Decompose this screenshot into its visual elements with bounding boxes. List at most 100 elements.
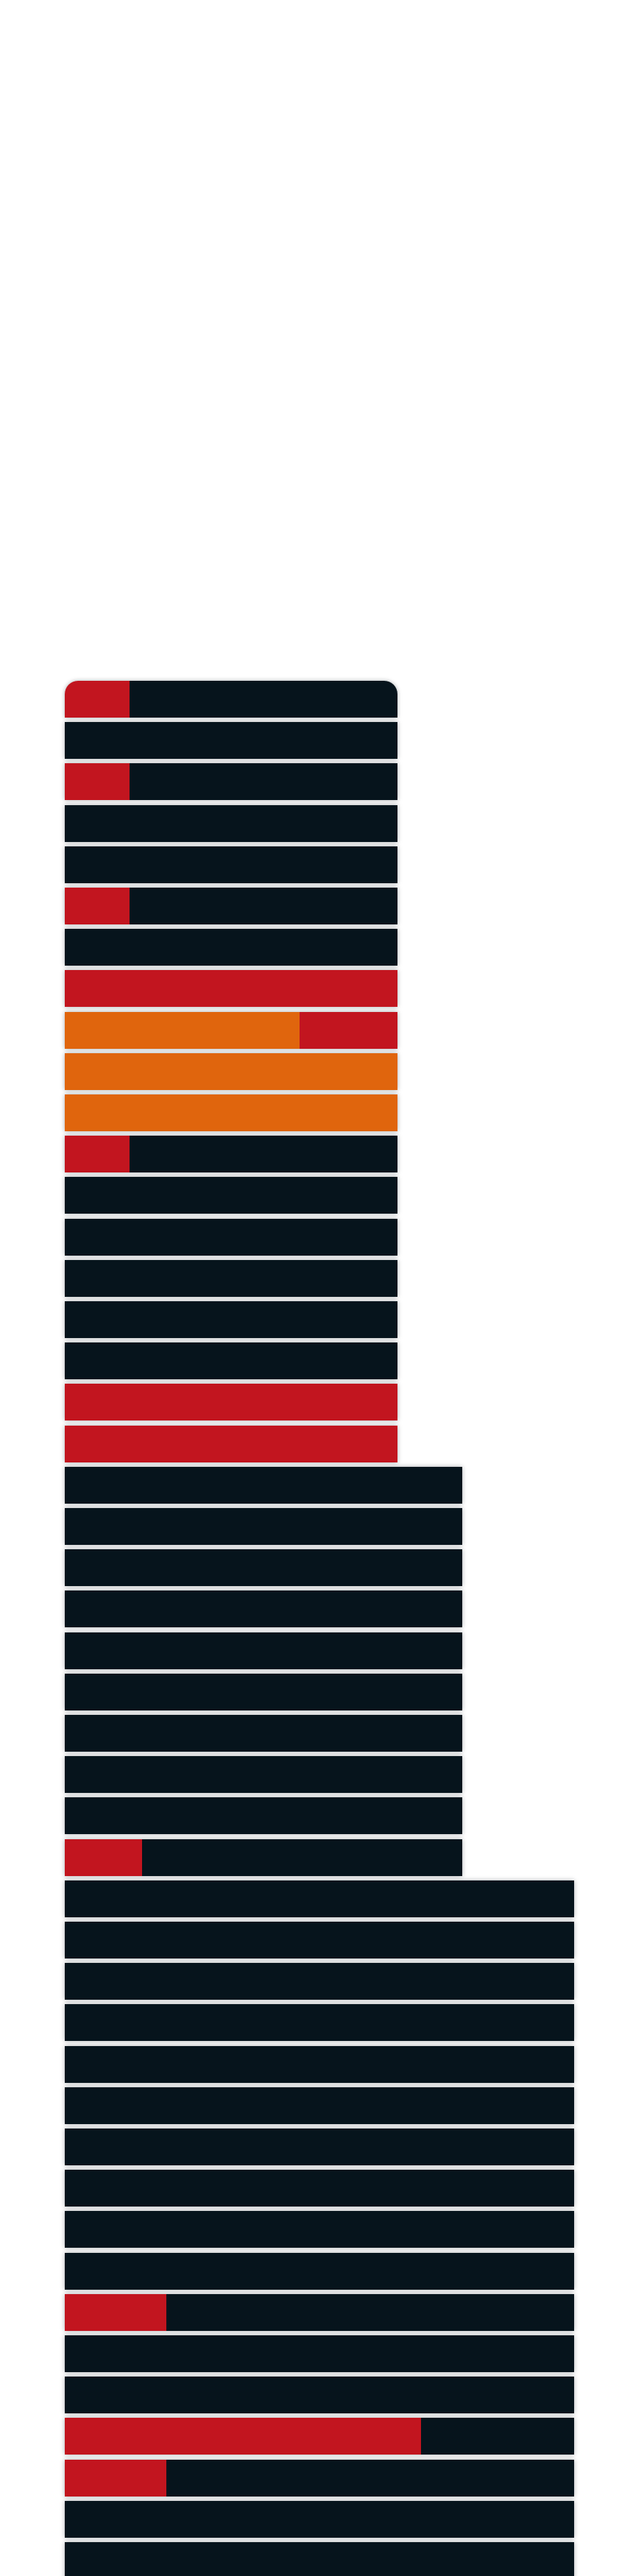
row-segment-dark bbox=[130, 888, 397, 924]
tower-row bbox=[65, 1426, 397, 1462]
row-segment-red bbox=[65, 888, 130, 924]
row-segment-dark bbox=[65, 1342, 397, 1379]
tower-row bbox=[65, 970, 397, 1007]
tower-row bbox=[65, 1922, 574, 1958]
tower-row bbox=[65, 1053, 397, 1090]
row-segment-red bbox=[65, 1136, 130, 1172]
tower-row bbox=[65, 2211, 574, 2248]
row-segment-dark bbox=[166, 2460, 574, 2497]
row-segment-dark bbox=[65, 1632, 462, 1669]
row-segment-dark bbox=[65, 2542, 574, 2576]
row-segment-dark bbox=[65, 2046, 574, 2083]
tower-row bbox=[65, 1632, 462, 1669]
tower-row bbox=[65, 1590, 462, 1627]
row-segment-dark bbox=[65, 1177, 397, 1214]
row-segment-dark bbox=[65, 2211, 574, 2248]
tower-row bbox=[65, 1219, 397, 1256]
row-segment-red bbox=[65, 2418, 422, 2455]
row-segment-red bbox=[65, 681, 130, 718]
row-segment-dark bbox=[65, 1508, 462, 1545]
row-segment-red bbox=[299, 1012, 397, 1049]
tower-row bbox=[65, 2129, 574, 2165]
row-segment-dark bbox=[65, 1549, 462, 1586]
tower-row bbox=[65, 888, 397, 924]
tower-row bbox=[65, 2335, 574, 2372]
row-segment-red bbox=[65, 1384, 397, 1420]
row-segment-dark bbox=[65, 1756, 462, 1793]
tower-row bbox=[65, 1342, 397, 1379]
tower-row bbox=[65, 1467, 462, 1504]
row-segment-dark bbox=[65, 2501, 574, 2538]
row-segment-dark bbox=[65, 1467, 462, 1504]
row-segment-red bbox=[65, 1839, 143, 1876]
tower-row bbox=[65, 846, 397, 883]
row-segment-orange bbox=[65, 1012, 300, 1049]
tower-row bbox=[65, 2501, 574, 2538]
tower-row bbox=[65, 1260, 397, 1297]
tower-row bbox=[65, 1756, 462, 1793]
row-segment-red bbox=[65, 2294, 167, 2331]
row-segment-orange bbox=[65, 1053, 397, 1090]
row-segment-dark bbox=[65, 805, 397, 842]
tower-row bbox=[65, 2004, 574, 2041]
row-segment-dark bbox=[65, 2087, 574, 2124]
tower-row bbox=[65, 2046, 574, 2083]
tower-row bbox=[65, 2170, 574, 2207]
row-segment-dark bbox=[65, 2377, 574, 2413]
row-segment-dark bbox=[65, 1880, 574, 1917]
row-segment-dark bbox=[65, 1797, 462, 1834]
row-segment-orange bbox=[65, 1094, 397, 1131]
row-segment-dark bbox=[65, 929, 397, 966]
tower-row bbox=[65, 929, 397, 966]
row-segment-dark bbox=[65, 1301, 397, 1338]
row-segment-red bbox=[65, 1426, 397, 1462]
row-segment-dark bbox=[130, 1136, 397, 1172]
tower-row bbox=[65, 1301, 397, 1338]
tower-row bbox=[65, 1797, 462, 1834]
row-segment-dark bbox=[142, 1839, 462, 1876]
row-segment-dark bbox=[65, 1219, 397, 1256]
row-segment-dark bbox=[65, 1674, 462, 1710]
tower-row bbox=[65, 2542, 574, 2576]
row-segment-dark bbox=[65, 846, 397, 883]
tower-row bbox=[65, 2418, 574, 2455]
tower-row bbox=[65, 1549, 462, 1586]
tower-row bbox=[65, 2377, 574, 2413]
row-segment-dark bbox=[130, 763, 397, 800]
row-segment-dark bbox=[421, 2418, 574, 2455]
row-segment-red bbox=[65, 970, 397, 1007]
tower-row bbox=[65, 1715, 462, 1752]
tower-row bbox=[65, 2253, 574, 2290]
tower-row bbox=[65, 1839, 462, 1876]
tower-row bbox=[65, 805, 397, 842]
row-segment-dark bbox=[65, 1715, 462, 1752]
tower-row bbox=[65, 2294, 574, 2331]
row-segment-dark bbox=[65, 1590, 462, 1627]
row-segment-dark bbox=[65, 1260, 397, 1297]
tower-row bbox=[65, 1674, 462, 1710]
row-segment-dark bbox=[65, 2004, 574, 2041]
tower-row bbox=[65, 681, 397, 718]
row-segment-dark bbox=[65, 722, 397, 759]
row-segment-red bbox=[65, 2460, 167, 2497]
row-segment-dark bbox=[65, 1922, 574, 1958]
row-segment-dark bbox=[65, 2335, 574, 2372]
tower-row bbox=[65, 1384, 397, 1420]
row-segment-dark bbox=[65, 2129, 574, 2165]
tower-row bbox=[65, 1094, 397, 1131]
tower-row bbox=[65, 722, 397, 759]
row-segment-dark bbox=[130, 681, 397, 718]
tower-row bbox=[65, 1012, 397, 1049]
tower-row bbox=[65, 2087, 574, 2124]
tower-row bbox=[65, 1177, 397, 1214]
row-segment-dark bbox=[65, 1963, 574, 2000]
tower-row bbox=[65, 1963, 574, 2000]
tower-row bbox=[65, 1508, 462, 1545]
row-segment-red bbox=[65, 763, 130, 800]
row-segment-dark bbox=[166, 2294, 574, 2331]
row-segment-dark bbox=[65, 2253, 574, 2290]
tower-row bbox=[65, 1136, 397, 1172]
tower-row bbox=[65, 763, 397, 800]
